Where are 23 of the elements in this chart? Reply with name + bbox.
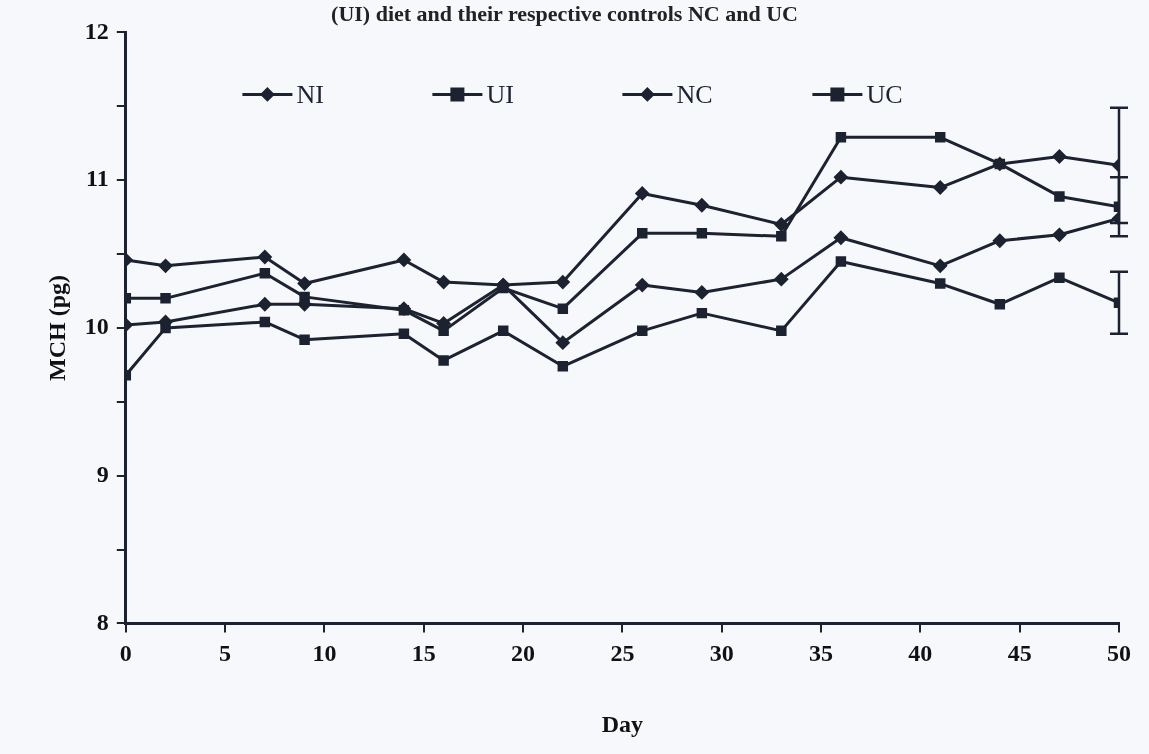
x-tick-label: 15	[411, 640, 436, 666]
x-tick-label: 30	[709, 640, 734, 666]
legend-label: UC	[866, 80, 903, 110]
x-tick-label: 35	[809, 640, 834, 666]
chart-title: (UI) diet and their respective controls NC and UC	[331, 0, 798, 26]
y-tick-label: 9	[96, 460, 109, 487]
x-tick-label: 10	[312, 640, 337, 666]
x-tick-label: 5	[219, 640, 232, 666]
y-tick-label: 11	[86, 165, 109, 192]
x-axis-title: Day	[601, 710, 644, 737]
y-axis-title: MCH (pg)	[43, 274, 70, 381]
legend-label: UI	[486, 80, 514, 110]
x-tick-label: 20	[511, 640, 536, 666]
legend-label: NI	[296, 80, 324, 110]
x-tick-label: 25	[610, 640, 635, 666]
x-tick-label: 0	[119, 640, 132, 666]
y-tick-label: 10	[84, 313, 109, 340]
y-tick-label: 8	[96, 608, 109, 635]
legend-label: NC	[676, 80, 713, 110]
x-tick-label: 40	[908, 640, 933, 666]
y-tick-label: 12	[84, 17, 109, 44]
x-tick-label: 45	[1007, 640, 1032, 666]
x-tick-label: 50	[1107, 640, 1131, 666]
